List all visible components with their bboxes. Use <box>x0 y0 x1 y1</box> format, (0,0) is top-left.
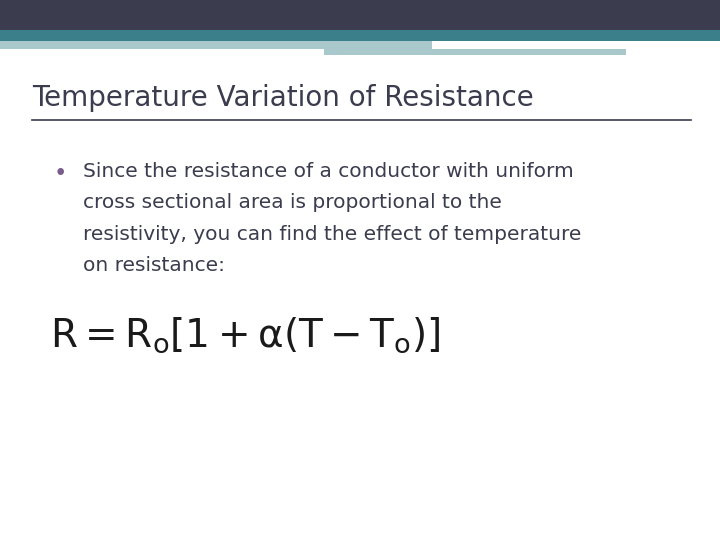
Text: $\mathsf{R = R_o[1+ \alpha(T - T_o)]}$: $\mathsf{R = R_o[1+ \alpha(T - T_o)]}$ <box>50 315 440 355</box>
Text: on resistance:: on resistance: <box>83 256 225 275</box>
Bar <box>0 40 432 49</box>
Text: resistivity, you can find the effect of temperature: resistivity, you can find the effect of … <box>83 225 581 244</box>
Text: •: • <box>54 162 68 185</box>
Bar <box>324 49 626 55</box>
Text: cross sectional area is proportional to the: cross sectional area is proportional to … <box>83 193 502 212</box>
Text: Since the resistance of a conductor with uniform: Since the resistance of a conductor with… <box>83 162 574 181</box>
Bar <box>0 30 720 40</box>
Bar <box>0 0 720 30</box>
Text: Temperature Variation of Resistance: Temperature Variation of Resistance <box>32 84 534 112</box>
